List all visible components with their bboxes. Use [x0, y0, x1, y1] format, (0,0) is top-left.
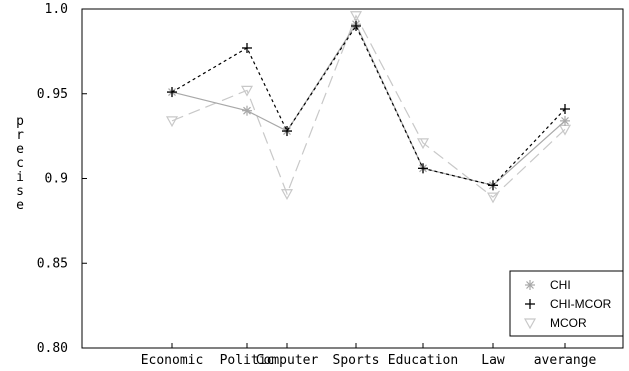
legend-marker — [523, 318, 537, 330]
legend-label: CHI-MCOR — [550, 297, 612, 311]
y-axis: 0.80 0.85 0.9 0.95 1.0 — [37, 2, 87, 356]
y-tick-label: 0.85 — [37, 256, 68, 271]
data-point — [240, 85, 254, 97]
legend: CHI CHI-MCOR MCOR — [509, 270, 624, 337]
data-point — [349, 11, 363, 23]
series-chi-mcor — [167, 20, 570, 191]
data-point — [242, 105, 252, 116]
y-tick-label: 0.80 — [37, 341, 68, 356]
y-tick-label: 0.9 — [45, 172, 68, 187]
y-tick-label: 1.0 — [45, 2, 68, 17]
legend-marker — [525, 299, 535, 309]
x-tick-label: Sports — [333, 353, 380, 368]
data-point — [488, 180, 498, 191]
data-point — [418, 163, 428, 174]
y-tick-label: 0.95 — [37, 87, 68, 102]
x-tick-label: Economic — [141, 353, 204, 368]
series-mcor — [165, 11, 572, 204]
x-tick-label: Politic — [220, 353, 275, 368]
legend-label: CHI — [550, 278, 571, 292]
data-point — [282, 126, 292, 137]
data-point — [351, 20, 361, 31]
data-point — [242, 42, 252, 53]
series-layer — [165, 11, 572, 204]
series-line — [171, 14, 566, 198]
data-point — [167, 87, 177, 98]
data-point — [560, 115, 570, 126]
data-point — [560, 104, 570, 115]
x-tick-label: averange — [534, 353, 597, 368]
data-point — [165, 116, 179, 128]
x-tick-label: Education — [388, 353, 458, 368]
legend-marker — [525, 280, 535, 290]
data-point — [486, 192, 500, 204]
data-point — [280, 189, 294, 200]
x-tick-label: Law — [481, 353, 505, 368]
x-tick-label: Computer — [256, 353, 319, 368]
data-point — [416, 138, 430, 150]
legend-label: MCOR — [550, 316, 587, 330]
